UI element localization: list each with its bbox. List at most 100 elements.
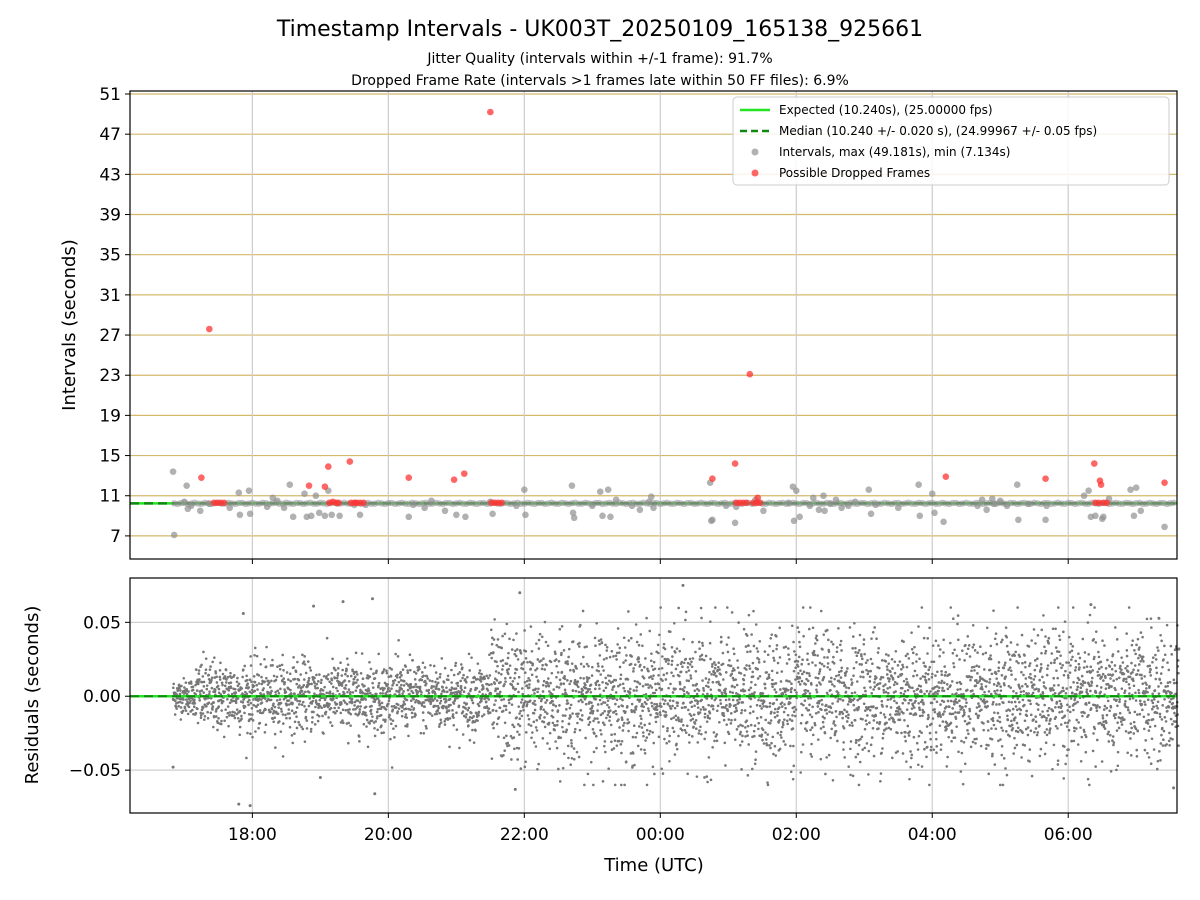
residual-point bbox=[1038, 713, 1042, 716]
residual-point bbox=[845, 686, 848, 689]
residual-point bbox=[703, 776, 706, 779]
residual-point bbox=[975, 706, 979, 709]
residual-point bbox=[857, 739, 860, 742]
residual-point bbox=[901, 701, 905, 705]
residual-point bbox=[1032, 678, 1036, 681]
residual-point bbox=[480, 699, 483, 703]
residual-point bbox=[1070, 649, 1074, 653]
residual-point bbox=[552, 703, 555, 707]
residual-point bbox=[798, 640, 801, 644]
residual-point bbox=[493, 682, 497, 685]
interval-point bbox=[872, 501, 879, 509]
residual-point bbox=[576, 715, 579, 718]
residual-point bbox=[379, 713, 383, 717]
residual-point bbox=[256, 703, 260, 707]
residual-point bbox=[995, 677, 998, 680]
residual-point bbox=[435, 685, 438, 689]
residual-point bbox=[1054, 705, 1057, 709]
residual-point bbox=[1015, 721, 1019, 725]
residual-point bbox=[979, 697, 983, 701]
residual-point bbox=[387, 702, 390, 706]
residual-point bbox=[579, 662, 583, 666]
residual-point bbox=[761, 692, 765, 695]
residual-point bbox=[675, 647, 679, 650]
residual-point bbox=[611, 680, 615, 683]
residual-point bbox=[1023, 744, 1027, 747]
residual-point bbox=[648, 629, 652, 633]
residual-point bbox=[211, 708, 214, 711]
residual-point bbox=[903, 735, 907, 738]
residual-point bbox=[922, 710, 926, 714]
residual-point bbox=[212, 701, 216, 704]
residual-point bbox=[820, 703, 824, 706]
residual-point bbox=[740, 740, 744, 743]
residual-point bbox=[1028, 760, 1031, 763]
residual-point bbox=[178, 692, 182, 696]
residual-point bbox=[493, 703, 496, 706]
residual-point bbox=[1104, 687, 1108, 690]
residual-point bbox=[352, 708, 355, 711]
residual-point bbox=[341, 708, 345, 712]
residual-point bbox=[253, 680, 257, 684]
residual-point bbox=[903, 689, 907, 693]
residual-point bbox=[1058, 699, 1062, 703]
residual-point bbox=[205, 684, 209, 687]
residual-point bbox=[901, 663, 904, 667]
residual-point bbox=[1057, 650, 1061, 654]
residual-point bbox=[926, 637, 930, 640]
residual-point bbox=[833, 724, 837, 727]
residual-point bbox=[206, 710, 209, 714]
residual-point bbox=[704, 731, 708, 734]
residual-point bbox=[863, 727, 867, 731]
residual-point bbox=[278, 664, 282, 667]
residual-point bbox=[1049, 727, 1052, 730]
residual-point bbox=[866, 672, 870, 676]
residual-point bbox=[822, 675, 826, 679]
residual-point bbox=[667, 686, 670, 690]
residual-point bbox=[1006, 718, 1010, 722]
residual-point bbox=[976, 672, 979, 675]
residual-point bbox=[858, 648, 861, 652]
residual-point bbox=[338, 681, 342, 684]
residual-point bbox=[552, 688, 556, 691]
interval-point bbox=[336, 512, 343, 520]
residual-point bbox=[311, 716, 314, 719]
residual-point bbox=[1014, 705, 1018, 708]
residual-point bbox=[922, 661, 926, 665]
residual-point bbox=[545, 663, 548, 667]
residual-point bbox=[897, 675, 900, 679]
residual-point bbox=[605, 646, 609, 649]
residual-point bbox=[962, 740, 966, 744]
residual-point bbox=[718, 683, 722, 687]
residual-point bbox=[480, 714, 484, 718]
residual-point bbox=[491, 723, 494, 726]
residual-point bbox=[478, 669, 482, 672]
residual-point bbox=[680, 660, 684, 664]
residual-point bbox=[508, 664, 512, 667]
residual-point bbox=[809, 606, 812, 609]
residual-point bbox=[993, 637, 997, 641]
residual-point bbox=[303, 704, 306, 708]
residual-point bbox=[1028, 662, 1032, 665]
residual-point bbox=[943, 674, 947, 677]
residual-point bbox=[455, 728, 459, 731]
residual-point bbox=[317, 680, 320, 683]
residual-point bbox=[888, 713, 892, 716]
residual-point bbox=[422, 701, 426, 704]
residual-point bbox=[266, 683, 270, 686]
residual-point bbox=[428, 712, 432, 715]
residual-point bbox=[305, 727, 309, 730]
residual-point bbox=[652, 741, 656, 745]
residual-point bbox=[369, 667, 373, 671]
residual-point bbox=[615, 744, 619, 747]
residual-point bbox=[946, 699, 950, 703]
residual-point bbox=[888, 718, 891, 721]
residual-point bbox=[744, 735, 747, 738]
residual-point bbox=[950, 731, 954, 734]
residual-point bbox=[968, 721, 971, 725]
residual-point bbox=[1029, 713, 1033, 717]
residual-point bbox=[642, 676, 646, 680]
residual-point bbox=[358, 701, 362, 704]
residual-point bbox=[988, 668, 992, 672]
residual-point bbox=[282, 722, 285, 725]
